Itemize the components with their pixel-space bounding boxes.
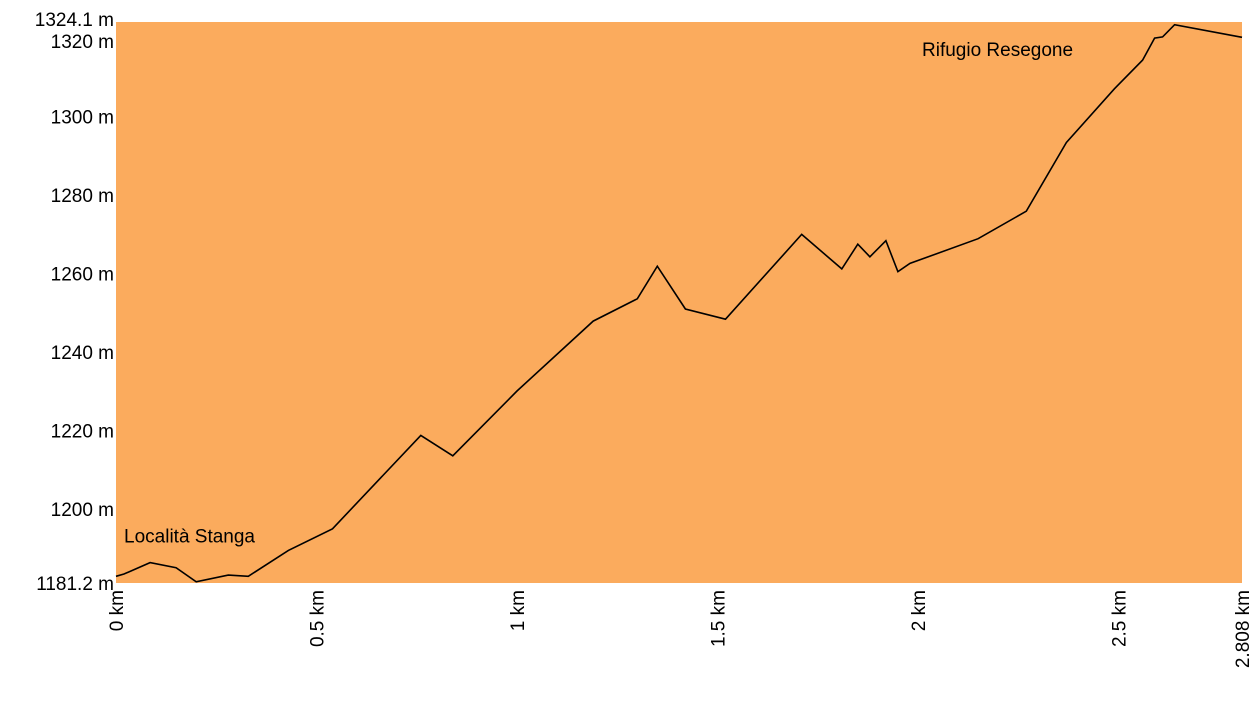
profile-point	[684, 308, 686, 310]
profile-point	[1161, 36, 1163, 38]
x-tick-label: 2.808 km	[1233, 590, 1250, 668]
profile-point	[516, 390, 518, 392]
profile-point	[869, 256, 871, 258]
x-tick-label: 2 km	[909, 590, 930, 631]
profile-point	[452, 455, 454, 457]
profile-point	[331, 528, 333, 530]
y-tick-label: 1181.2 m	[36, 574, 114, 595]
profile-point	[227, 574, 229, 576]
x-tick-label: 0.5 km	[307, 590, 328, 647]
profile-point	[247, 575, 249, 577]
y-tick-label: 1324.1 m	[35, 10, 114, 31]
profile-point	[656, 265, 658, 267]
profile-point	[885, 239, 887, 241]
x-tick-label: 1 km	[508, 590, 529, 631]
y-tick-label: 1320 m	[51, 32, 114, 53]
profile-point	[1025, 210, 1027, 212]
profile-point	[175, 566, 177, 568]
y-tick-label: 1200 m	[51, 500, 114, 521]
profile-point	[897, 270, 899, 272]
chart-annotations: Località Stanga Rifugio Resegone	[124, 40, 1073, 548]
x-axis-ticks: 0 km 0.5 km 1 km 1.5 km 2 km 2.5 km 2.808 km	[107, 590, 1250, 668]
y-tick-label: 1280 m	[51, 186, 114, 207]
profile-point	[115, 575, 117, 577]
elevation-area-fill	[116, 24, 1242, 583]
y-tick-label: 1240 m	[51, 343, 114, 364]
profile-point	[195, 581, 197, 583]
profile-point	[1153, 37, 1155, 39]
profile-point	[841, 268, 843, 270]
profile-point	[636, 298, 638, 300]
profile-point	[1141, 59, 1143, 61]
profile-point	[592, 320, 594, 322]
x-tick-label: 2.5 km	[1109, 590, 1130, 647]
annotation-label: Rifugio Resegone	[922, 40, 1073, 61]
y-tick-label: 1300 m	[51, 108, 114, 129]
profile-point	[1113, 88, 1115, 90]
profile-point	[420, 434, 422, 436]
profile-point	[1241, 36, 1243, 38]
profile-point	[801, 233, 803, 235]
y-tick-label: 1220 m	[51, 422, 114, 443]
x-tick-label: 1.5 km	[708, 590, 729, 647]
profile-point	[724, 318, 726, 320]
profile-point	[287, 549, 289, 551]
profile-point	[149, 561, 151, 563]
profile-point	[977, 238, 979, 240]
profile-point	[1173, 24, 1175, 26]
profile-point	[1065, 141, 1067, 143]
profile-point	[857, 243, 859, 245]
profile-point	[909, 262, 911, 264]
y-axis-ticks: 1181.2 m 1200 m 1220 m 1240 m 1260 m 1280 m 13…	[35, 10, 114, 595]
y-tick-label: 1260 m	[51, 265, 114, 286]
x-tick-label: 0 km	[107, 590, 128, 631]
profile-point	[123, 573, 125, 575]
annotation-label: Località Stanga	[124, 527, 255, 548]
elevation-profile-line	[115, 23, 1243, 583]
